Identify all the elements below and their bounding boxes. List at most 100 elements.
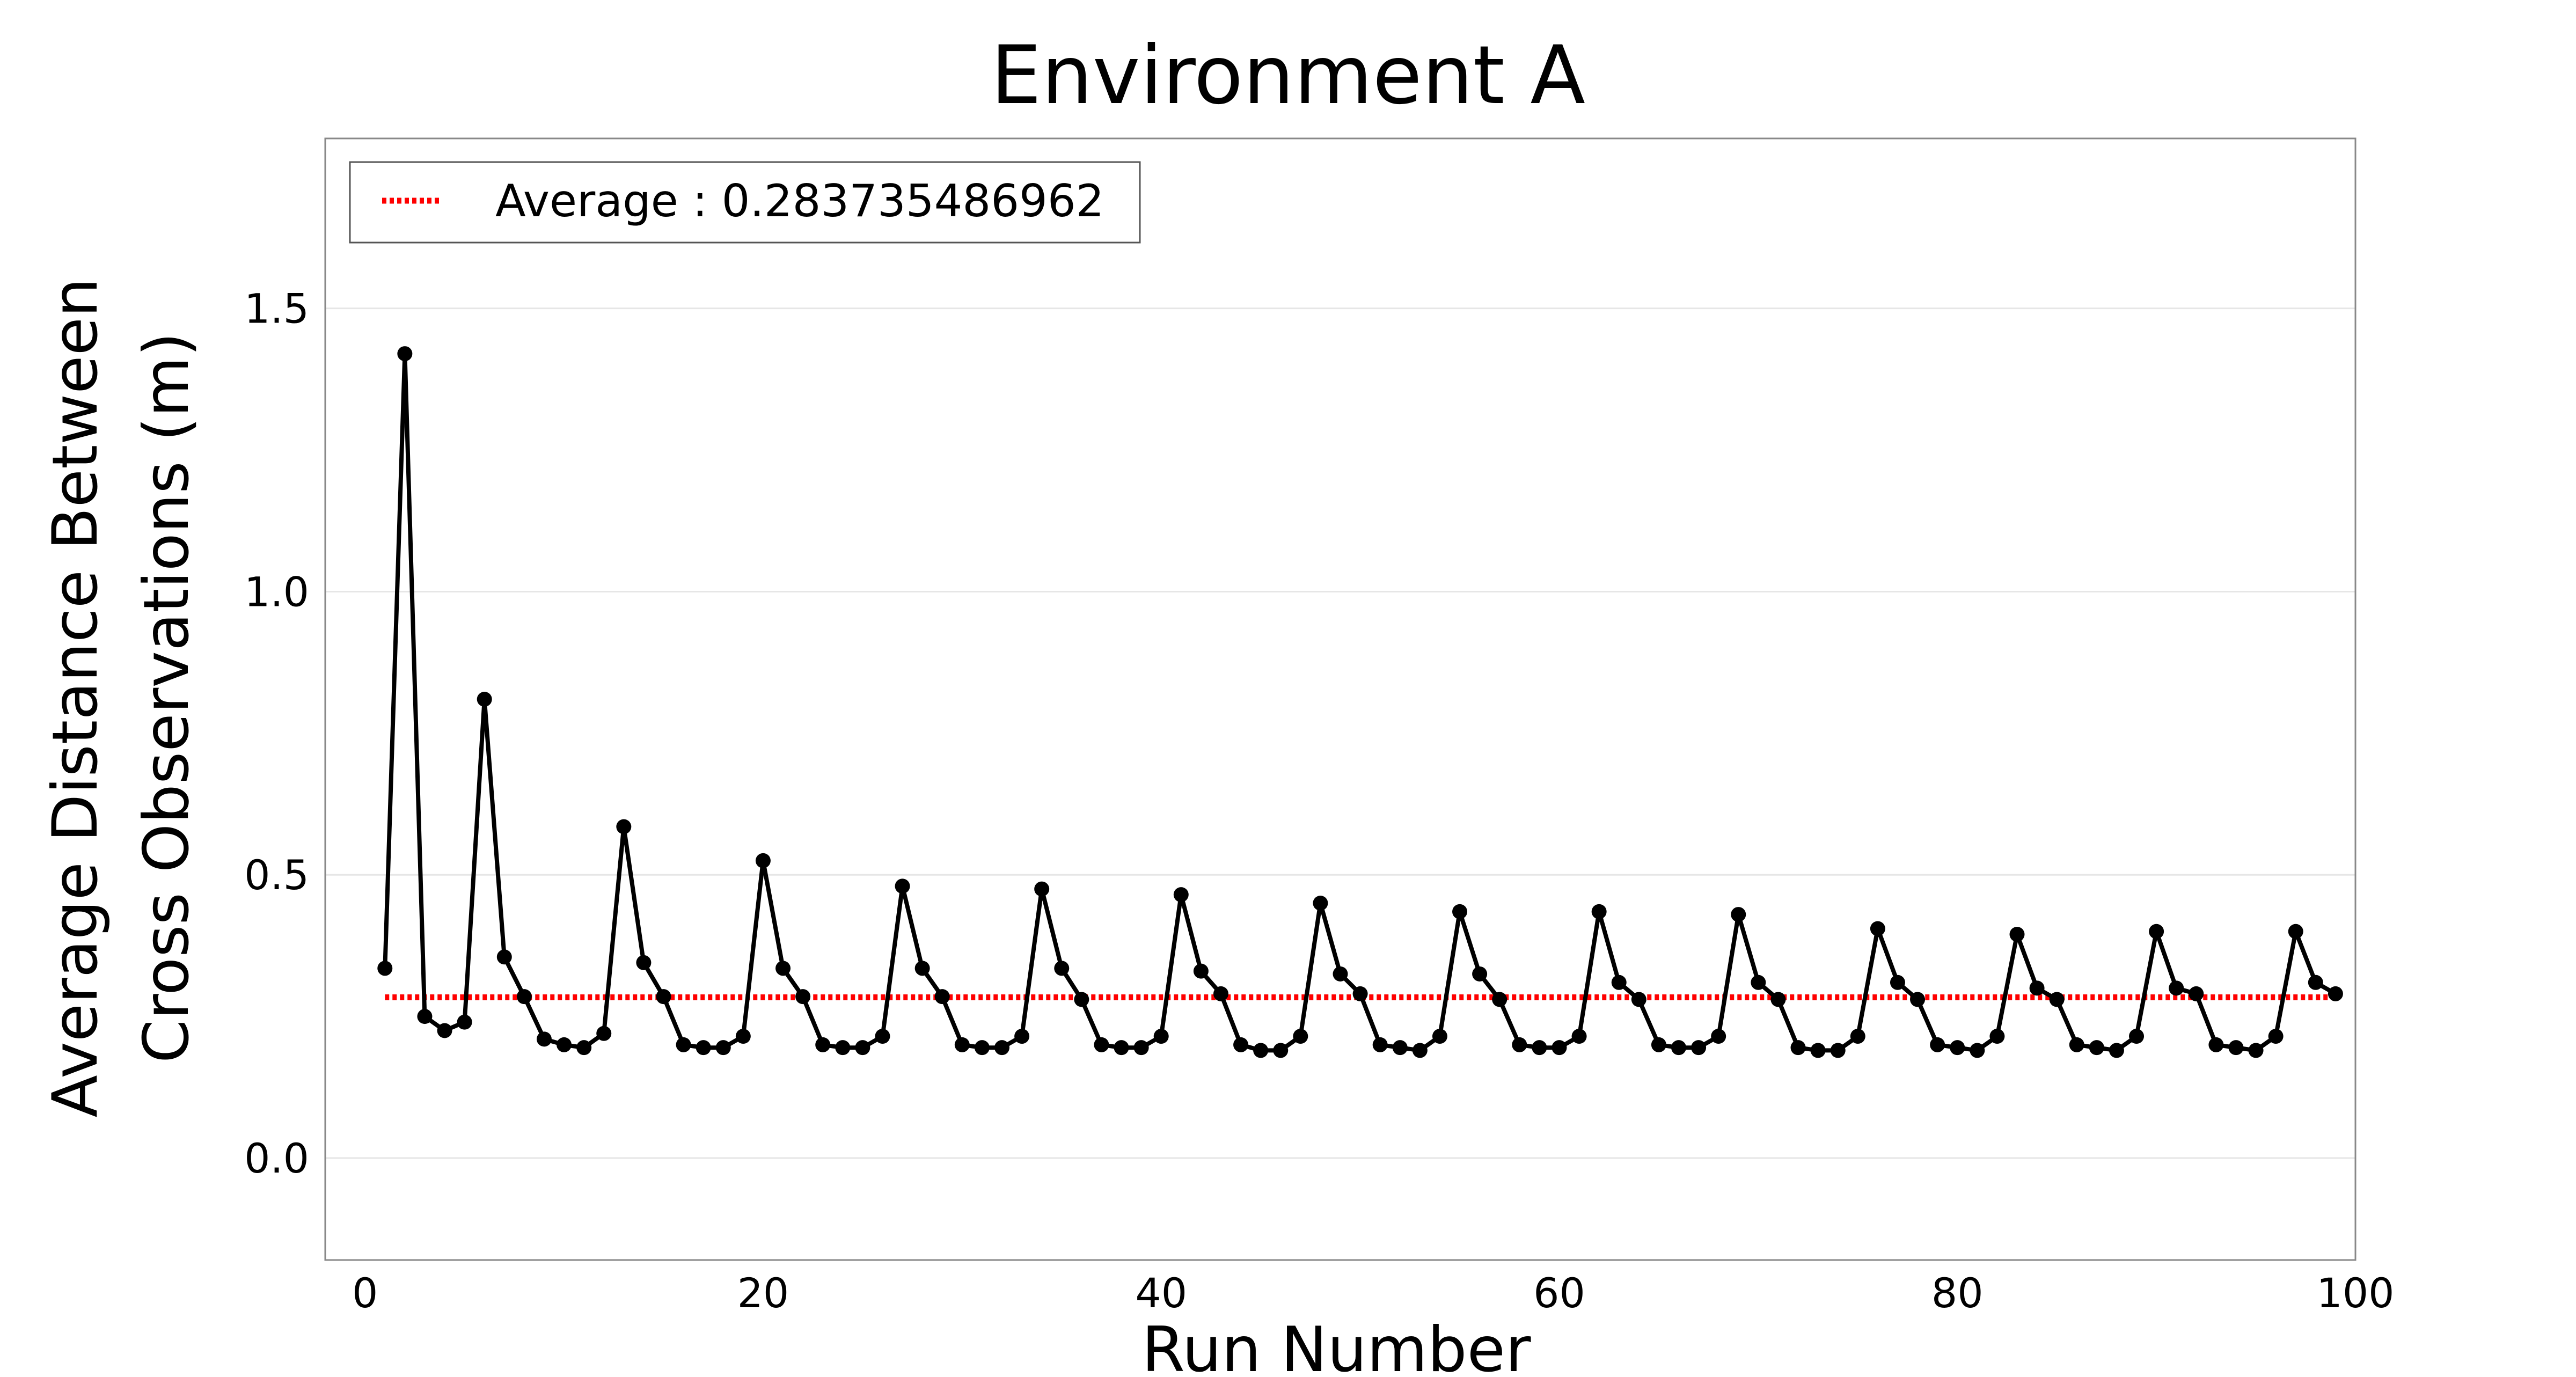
- data-point: [1711, 1029, 1726, 1044]
- data-point: [397, 346, 413, 362]
- data-point: [696, 1040, 711, 1056]
- data-point: [1910, 992, 1926, 1007]
- data-point: [875, 1029, 890, 1044]
- data-point: [1770, 992, 1786, 1007]
- data-point: [1810, 1043, 1826, 1058]
- data-point: [895, 878, 910, 894]
- y-axis-label-line-1: Average Distance Between: [39, 278, 112, 1118]
- data-point: [914, 961, 930, 976]
- data-point: [1273, 1043, 1289, 1058]
- data-point: [855, 1040, 870, 1056]
- data-point: [1731, 907, 1746, 922]
- data-point: [616, 819, 632, 834]
- data-point: [2029, 980, 2045, 996]
- data-point: [1094, 1037, 1109, 1052]
- data-point: [437, 1023, 452, 1038]
- data-point: [735, 1029, 751, 1044]
- data-point: [1850, 1029, 1865, 1044]
- data-point: [755, 853, 771, 868]
- data-point: [1014, 1029, 1030, 1044]
- data-point: [1512, 1037, 1527, 1052]
- data-point: [2288, 924, 2303, 939]
- data-point: [1352, 986, 1368, 1001]
- y-axis-ticks: 0.0 0.5 1.0 1.5: [244, 285, 309, 1182]
- data-point: [1970, 1043, 1985, 1058]
- y-tick-label: 1.5: [244, 285, 309, 333]
- chart-title: Environment A: [991, 29, 1585, 122]
- data-point: [1392, 1040, 1408, 1056]
- data-point: [1253, 1043, 1269, 1058]
- data-point: [974, 1040, 990, 1056]
- data-point: [1790, 1040, 1806, 1056]
- y-tick-label: 1.0: [244, 568, 309, 616]
- data-point: [557, 1037, 572, 1052]
- data-point: [457, 1014, 472, 1030]
- data-point: [1611, 975, 1627, 990]
- data-point: [1930, 1037, 1945, 1052]
- data-point: [2069, 1037, 2084, 1052]
- data-point: [2208, 1037, 2224, 1052]
- y-axis-label-group: Average Distance Between Cross Observati…: [39, 278, 203, 1118]
- data-point: [2149, 924, 2164, 939]
- data-point: [1751, 975, 1766, 990]
- data-point: [835, 1040, 851, 1056]
- data-point: [795, 989, 811, 1005]
- data-point: [477, 692, 492, 707]
- legend: Average : 0.283735486962: [349, 161, 1141, 244]
- data-point: [2328, 986, 2343, 1001]
- x-tick-label: 20: [737, 1269, 789, 1317]
- data-point: [2308, 975, 2323, 990]
- data-point: [496, 949, 512, 965]
- data-point: [2248, 1043, 2264, 1058]
- x-axis-ticks: 0 20 40 60 80 100: [352, 1269, 2395, 1317]
- grid-layer: [325, 307, 2355, 1159]
- y-axis-label-line-2: Cross Observations (m): [130, 332, 203, 1063]
- x-tick-label: 60: [1533, 1269, 1585, 1317]
- data-point: [1313, 896, 1328, 911]
- data-point: [2109, 1043, 2124, 1058]
- data-point: [2049, 992, 2065, 1007]
- data-point: [1074, 992, 1089, 1007]
- data-point: [1532, 1040, 1547, 1056]
- data-point: [1293, 1029, 1308, 1044]
- x-tick-label: 100: [2316, 1269, 2394, 1317]
- data-point: [1651, 1037, 1666, 1052]
- data-point: [1153, 1029, 1169, 1044]
- data-point: [2009, 927, 2025, 942]
- data-point: [1193, 963, 1209, 979]
- data-point: [775, 961, 791, 976]
- data-point: [1333, 966, 1348, 982]
- x-tick-label: 0: [352, 1269, 378, 1317]
- data-point: [1054, 961, 1070, 976]
- data-point: [2228, 1040, 2244, 1056]
- data-point: [954, 1037, 970, 1052]
- x-tick-label: 80: [1931, 1269, 1984, 1317]
- data-point: [656, 989, 671, 1005]
- data-point: [1552, 1040, 1567, 1056]
- data-point: [1034, 881, 1050, 897]
- data-point: [1989, 1029, 2005, 1044]
- data-point: [1571, 1029, 1587, 1044]
- data-point: [1631, 992, 1646, 1007]
- data-point: [1671, 1040, 1686, 1056]
- data-point: [994, 1040, 1009, 1056]
- legend-box: [349, 161, 1141, 244]
- data-point: [1133, 1040, 1149, 1056]
- data-point: [636, 955, 652, 970]
- data-point: [1452, 904, 1468, 919]
- data-point: [1213, 986, 1228, 1001]
- data-point: [1472, 966, 1488, 982]
- data-point: [2189, 986, 2204, 1001]
- data-point: [576, 1040, 592, 1056]
- data-point: [377, 961, 393, 976]
- data-point: [1173, 887, 1189, 903]
- data-point: [1412, 1043, 1428, 1058]
- data-point: [1372, 1037, 1388, 1052]
- data-point: [1890, 975, 1905, 990]
- x-axis-label: Run Number: [1141, 1314, 1531, 1377]
- data-point: [2169, 980, 2184, 996]
- data-point: [1691, 1040, 1707, 1056]
- data-point: [1950, 1040, 1965, 1056]
- data-point: [2129, 1029, 2145, 1044]
- data-point: [1492, 992, 1507, 1007]
